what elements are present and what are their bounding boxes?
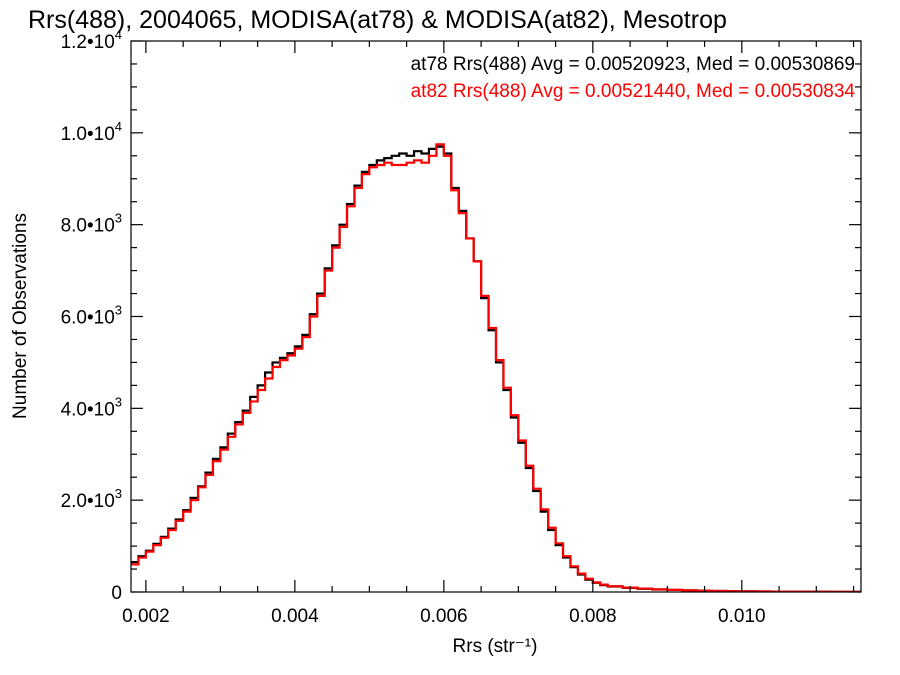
y-tick-label: 8.0•103 <box>61 211 122 237</box>
x-tick-label: 0.008 <box>569 606 617 627</box>
y-tick-label: 4.0•103 <box>61 394 122 420</box>
x-tick-label: 0.002 <box>122 606 170 627</box>
y-tick-label: 0 <box>111 583 122 604</box>
y-tick-label: 6.0•103 <box>61 303 122 329</box>
x-axis-label: Rrs (str⁻¹) <box>453 636 538 657</box>
x-tick-label: 0.004 <box>271 606 319 627</box>
plot-frame <box>130 40 862 593</box>
x-axis: 0.002 0.004 0.006 0.008 0.010 <box>122 41 855 627</box>
y-tick-label: 1.2•104 <box>61 27 122 53</box>
x-tick-label: 0.006 <box>420 606 468 627</box>
x-tick-label: 0.010 <box>718 606 766 627</box>
series-layer <box>131 143 861 592</box>
y-axis-label: Number of Observations <box>10 213 31 419</box>
y-tick-label: 1.0•104 <box>61 119 122 145</box>
y-tick-label: 2.0•103 <box>61 486 122 512</box>
annotation-at78: at78 Rrs(488) Avg = 0.00520923, Med = 0.… <box>411 54 855 75</box>
chart-title: Rrs(488), 2004065, MODISA(at78) & MODISA… <box>28 6 727 34</box>
annotation-at82: at82 Rrs(488) Avg = 0.00521440, Med = 0.… <box>411 81 856 102</box>
y-axis: 0 2.0•103 4.0•103 6.0•103 8.0•103 1.0•104 1.2•… <box>61 27 861 604</box>
series-line-at78 <box>131 145 861 592</box>
series-line-at82 <box>131 143 861 592</box>
